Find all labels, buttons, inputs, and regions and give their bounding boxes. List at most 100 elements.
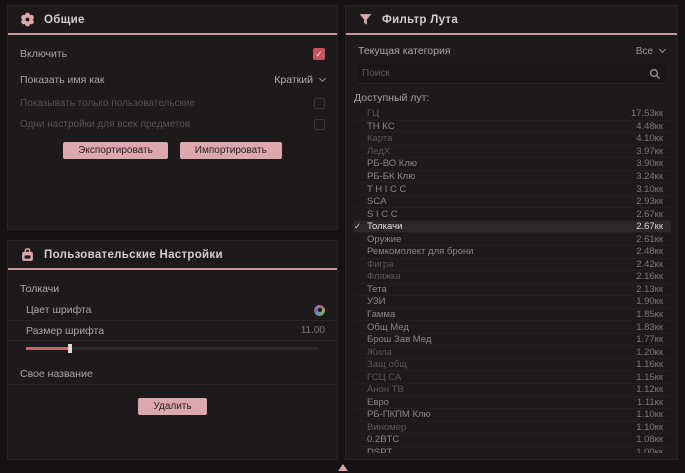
loot-row[interactable]: ✓ Карта 4.10кк bbox=[354, 133, 671, 146]
enable-row: Включить ✓ bbox=[8, 41, 337, 67]
loot-item-value: 3.24кк bbox=[636, 171, 663, 182]
available-loot-label: Доступный лут: bbox=[354, 92, 430, 104]
export-button[interactable]: Экспортировать bbox=[63, 142, 168, 159]
loot-item-name: ТН КС bbox=[367, 120, 395, 132]
loot-item-name: Евро bbox=[367, 396, 389, 408]
loot-item-value: 2.16кк bbox=[636, 271, 663, 283]
delete-button[interactable]: Удалить bbox=[138, 398, 207, 415]
selected-item-name: Толкачи bbox=[20, 283, 60, 295]
loot-row[interactable]: ✓ РБ-ВО Клю 3.90кк bbox=[354, 158, 671, 171]
loot-item-value: 2.42кк bbox=[636, 258, 663, 270]
loot-row[interactable]: ✓ ГСЦ СА 1.15кк bbox=[354, 371, 671, 385]
name-display-dropdown[interactable]: Краткий bbox=[274, 74, 327, 86]
loot-item-name: Защ общ bbox=[367, 359, 408, 371]
category-value: Все bbox=[635, 45, 653, 57]
font-size-slider[interactable] bbox=[26, 344, 319, 353]
loot-row[interactable]: ✓ Фляжка 2.16кк bbox=[354, 271, 671, 284]
loot-row[interactable]: ✓ Ремкомплект для брони 2.48кк bbox=[354, 246, 671, 259]
custom-name-label[interactable]: Свое название bbox=[20, 367, 93, 380]
loot-item-value: 1.10кк bbox=[636, 421, 663, 433]
loot-row[interactable]: ✓ Толкачи 2.67кк bbox=[354, 220, 671, 234]
font-color-row: Цвет шрифта bbox=[8, 300, 337, 321]
backpack-icon bbox=[20, 247, 35, 262]
loot-panel-divider bbox=[346, 33, 677, 35]
loot-item-value: 2.67кк bbox=[636, 208, 663, 220]
loot-row[interactable]: ✓ 0.2BTC 1.08кк bbox=[354, 434, 671, 447]
color-wheel-icon[interactable] bbox=[314, 304, 325, 316]
loot-item-name: 0.2BTC bbox=[367, 434, 400, 446]
loot-item-name: УЗИ bbox=[367, 296, 386, 308]
search-icon[interactable] bbox=[649, 68, 661, 80]
general-panel-header: Общие bbox=[8, 6, 337, 33]
same-settings-checkbox[interactable] bbox=[314, 119, 325, 130]
loot-row[interactable]: ✓ Защ общ 1.16кк bbox=[354, 359, 671, 372]
loot-row[interactable]: ✓ DSPT 1.00кк bbox=[354, 447, 671, 453]
loot-row[interactable]: ✓ SCA 2.93кк bbox=[354, 196, 671, 209]
loot-item-value: 1.12кк bbox=[636, 384, 663, 396]
delete-row: Удалить bbox=[8, 398, 337, 415]
loot-row[interactable]: ✓ ТН КС 4.48кк bbox=[354, 121, 671, 134]
slider-handle[interactable] bbox=[67, 344, 72, 353]
loot-row[interactable]: ✓ S I C C 2.67кк bbox=[354, 208, 671, 221]
import-button[interactable]: Импортировать bbox=[179, 142, 282, 159]
loot-item-value: 1.08кк bbox=[636, 434, 663, 446]
loot-item-name: S I C C bbox=[367, 208, 398, 220]
general-panel-title: Общие bbox=[44, 13, 85, 26]
loot-row[interactable]: ✓ Общ Мед 1.83кк bbox=[354, 321, 671, 334]
enable-checkbox[interactable]: ✓ bbox=[313, 48, 325, 60]
loot-item-value: 1.77кк bbox=[636, 334, 663, 346]
slider-track bbox=[26, 347, 319, 350]
loot-row[interactable]: ✓ УЗИ 1.90кк bbox=[354, 296, 671, 309]
loot-filter-panel: Фильтр Лута Текущая категория Все Доступ… bbox=[345, 5, 678, 460]
loot-item-value: 1.16кк bbox=[636, 359, 663, 371]
loot-row[interactable]: ✓ Брош Зав Мед 1.77кк bbox=[354, 334, 671, 347]
loot-item-name: Оружие bbox=[367, 233, 402, 245]
loot-row[interactable]: ✓ Оружие 2.61кк bbox=[354, 233, 671, 247]
loot-item-value: 2.67кк bbox=[636, 221, 663, 233]
loot-row[interactable]: ✓ ЛедХ 3.97кк bbox=[354, 146, 671, 159]
available-loot-label-row: Доступный лут: bbox=[346, 84, 677, 108]
loot-item-name: Общ Мед bbox=[367, 321, 409, 333]
font-size-value: 11.00 bbox=[300, 325, 325, 336]
loot-row[interactable]: ✓ Виномер 1.10кк bbox=[354, 422, 671, 435]
loot-panel-header: Фильтр Лута bbox=[346, 6, 677, 33]
loot-item-name: SCA bbox=[367, 196, 387, 208]
loot-row[interactable]: ✓ Гамма 1.85кк bbox=[354, 309, 671, 322]
category-dropdown[interactable]: Все bbox=[635, 45, 667, 57]
loot-item-name: РБ-БК Клю bbox=[367, 171, 416, 182]
font-color-label: Цвет шрифта bbox=[26, 304, 92, 316]
only-custom-checkbox[interactable] bbox=[314, 98, 325, 109]
loot-item-value: 1.11кк bbox=[636, 396, 663, 408]
collapse-arrow-icon[interactable] bbox=[338, 464, 348, 471]
loot-item-value: 2.61кк bbox=[636, 233, 663, 245]
loot-item-name: Толкачи bbox=[367, 221, 403, 233]
general-panel-divider bbox=[8, 33, 337, 35]
loot-item-name: Гамма bbox=[367, 309, 396, 321]
loot-item-name: РБ-ПКПМ Клю bbox=[367, 409, 431, 421]
loot-row[interactable]: ✓ РБ-ПКПМ Клю 1.10кк bbox=[354, 409, 671, 422]
only-custom-row: Показывать только пользовательские bbox=[8, 93, 337, 114]
category-label: Текущая категория bbox=[358, 45, 451, 57]
same-settings-row: Одни настройки для всех предметов bbox=[8, 114, 337, 135]
loot-row[interactable]: ✓ ГЦ 17.53кк bbox=[354, 108, 671, 121]
selected-item-row: Толкачи bbox=[8, 278, 337, 300]
search-box bbox=[358, 64, 665, 84]
loot-list: ✓ ГЦ 17.53кк ✓ ТН КС 4.48кк ✓ Карта 4.10… bbox=[354, 108, 671, 453]
loot-row[interactable]: ✓ Фигра 2.42кк bbox=[354, 259, 671, 272]
loot-row[interactable]: ✓ Жила 1.20кк bbox=[354, 346, 671, 359]
loot-row[interactable]: ✓ Анон ТВ 1.12кк bbox=[354, 384, 671, 397]
name-display-value: Краткий bbox=[274, 74, 313, 86]
loot-item-value: 2.48кк bbox=[636, 246, 663, 258]
loot-row[interactable]: ✓ T H I C C 3.10кк bbox=[354, 183, 671, 196]
search-input[interactable] bbox=[362, 68, 642, 79]
loot-row[interactable]: ✓ РБ-БК Клю 3.24кк bbox=[354, 171, 671, 184]
loot-item-name: Анон ТВ bbox=[367, 384, 404, 396]
loot-item-name: Тета bbox=[367, 283, 387, 295]
same-settings-label: Одни настройки для всех предметов bbox=[20, 119, 191, 130]
loot-item-value: 2.93кк bbox=[636, 196, 663, 208]
font-size-row: Размер шрифта 11.00 bbox=[8, 321, 337, 341]
user-panel-divider bbox=[8, 268, 337, 270]
loot-row[interactable]: ✓ Тета 2.13кк bbox=[354, 284, 671, 297]
loot-row[interactable]: ✓ Евро 1.11кк bbox=[354, 397, 671, 410]
